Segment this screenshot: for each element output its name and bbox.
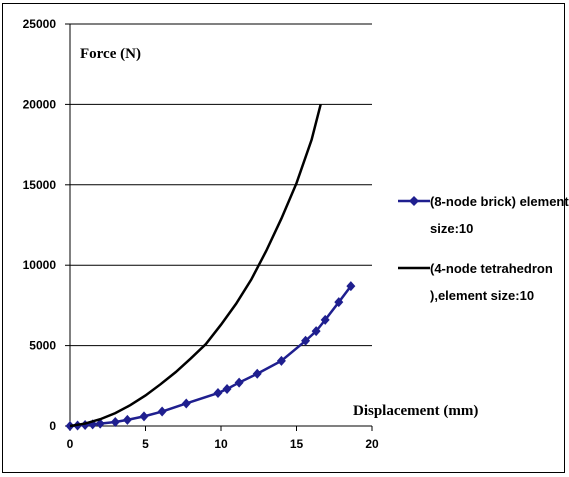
data-point-0-8 — [157, 406, 167, 417]
data-point-0-9 — [181, 398, 191, 409]
legend: (8-node brick) element size:10 (4-node t… — [398, 194, 569, 303]
data-point-0-13 — [252, 368, 262, 379]
y-tick-label-10000: 10000 — [23, 258, 57, 272]
y-tick-label-15000: 15000 — [23, 178, 57, 192]
y-axis-ticks: 0 5000 10000 15000 20000 25000 — [23, 17, 70, 433]
data-point-0-5 — [110, 416, 120, 427]
legend-item-tetra: (4-node tetrahedron ),element size:10 — [398, 261, 553, 303]
legend-item-brick: (8-node brick) element size:10 — [398, 194, 569, 236]
legend-label-tetra-line2: ),element size:10 — [430, 288, 534, 303]
data-point-0-16 — [311, 326, 321, 337]
y-tick-label-0: 0 — [49, 419, 56, 433]
data-point-0-11 — [222, 384, 232, 395]
series-line-0 — [69, 285, 352, 428]
data-point-0-12 — [234, 377, 244, 388]
data-point-0-14 — [276, 355, 286, 366]
legend-label-brick-line1: (8-node brick) element — [430, 194, 569, 209]
series-line-1 — [69, 104, 322, 428]
x-tick-label-15: 15 — [290, 437, 304, 451]
legend-label-tetra-line1: (4-node tetrahedron — [430, 261, 553, 276]
x-tick-label-10: 10 — [214, 437, 228, 451]
x-tick-label-20: 20 — [365, 437, 379, 451]
y-axis-title: Force (N) — [80, 46, 141, 62]
series-layer — [65, 104, 356, 431]
data-point-0-19 — [346, 281, 356, 292]
data-point-0-10 — [213, 388, 223, 399]
chart-frame — [2, 3, 565, 473]
data-point-0-18 — [334, 297, 344, 308]
x-tick-label-5: 5 — [142, 437, 149, 451]
data-point-0-17 — [320, 314, 330, 325]
x-axis-title: Displacement (mm) — [353, 403, 478, 419]
data-point-0-6 — [122, 414, 132, 425]
legend-marker-brick — [409, 196, 419, 206]
legend-label-brick-line2: size:10 — [430, 221, 473, 236]
y-tick-label-25000: 25000 — [23, 17, 57, 31]
y-tick-label-5000: 5000 — [29, 339, 56, 353]
gridlines — [70, 23, 372, 347]
data-point-0-7 — [139, 411, 149, 422]
y-tick-label-20000: 20000 — [23, 97, 57, 111]
x-axis-ticks: 0 5 10 15 20 — [67, 426, 379, 451]
x-tick-label-0: 0 — [67, 437, 74, 451]
data-point-0-15 — [301, 335, 311, 346]
